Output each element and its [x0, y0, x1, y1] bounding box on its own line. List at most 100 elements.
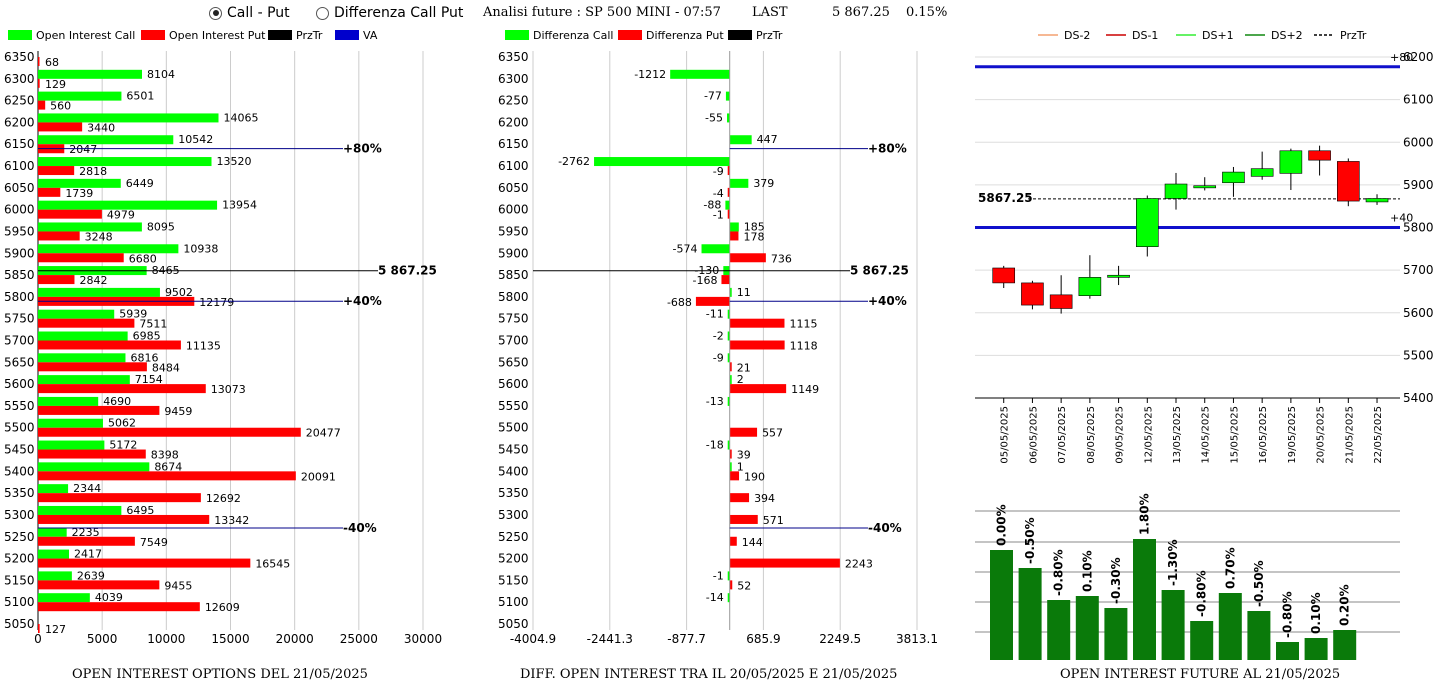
call-bar [38, 484, 69, 494]
diff-put-bar [729, 493, 750, 503]
legend-swatch [268, 30, 292, 40]
call-value-label: 8674 [154, 460, 182, 473]
call-value-label: 7154 [135, 373, 163, 386]
y-tick-label: 5500 [4, 421, 35, 435]
y-tick-label: 5550 [4, 399, 35, 413]
y-tick-label: 6150 [4, 137, 35, 151]
legend-swatch [505, 30, 529, 40]
y-tick-label: 5600 [498, 377, 529, 391]
level-label: -40% [868, 521, 902, 535]
diff-call-label: -2 [713, 330, 724, 343]
put-value-label: 13073 [211, 383, 246, 396]
diff-put-bar [729, 318, 785, 328]
future-bar [1018, 568, 1042, 660]
diff-put-bar [727, 187, 730, 197]
x-tick-label: -4004.9 [510, 632, 556, 646]
call-bar [38, 331, 128, 341]
diff-put-bar [729, 536, 737, 546]
legend-swatch [618, 30, 642, 40]
diff-put-bar [721, 275, 730, 285]
put-bar [38, 166, 75, 176]
legend-label: PrzTr [756, 29, 783, 42]
level-label: 5 867.25 [378, 264, 437, 278]
diff-put-label: 2243 [845, 558, 873, 571]
radio-differenza[interactable]: Differenza Call Put [316, 5, 463, 21]
call-bar [38, 157, 212, 167]
put-bar [38, 253, 124, 263]
y-tick-label: 5900 [1403, 178, 1434, 192]
put-bar [38, 558, 251, 568]
diff-put-label: -168 [692, 274, 717, 287]
diff-call-bar [727, 113, 730, 123]
call-bar [38, 418, 103, 428]
put-bar [38, 187, 61, 197]
last-label: LAST [752, 5, 788, 20]
y-tick-label: 6050 [4, 181, 35, 195]
y-tick-label: 5750 [4, 312, 35, 326]
diff-put-label: 21 [737, 361, 751, 374]
x-tick-label: 30000 [404, 632, 442, 646]
diff-call-bar [725, 200, 730, 210]
future-bar [1304, 638, 1328, 660]
diff-call-bar [594, 157, 730, 167]
future-bar-label: 0.10% [1080, 550, 1094, 592]
diff-open-interest-chart: Differenza Call Differenza Put PrzTr -4004.… [498, 29, 938, 646]
put-value-label: 68 [45, 56, 59, 69]
put-bar [38, 275, 75, 285]
diff-put-bar [729, 580, 733, 590]
level-label: +40% [343, 294, 382, 308]
radio-call-put[interactable]: Call - Put [209, 5, 290, 21]
y-tick-label: 6300 [498, 72, 529, 86]
put-value-label: 129 [45, 78, 66, 91]
y-tick-label: 5050 [498, 617, 529, 631]
call-value-label: 2344 [73, 482, 101, 495]
put-bar [38, 449, 146, 459]
y-tick-label: 5800 [498, 290, 529, 304]
diff-put-bar [729, 384, 787, 394]
x-tick-label: 2249.5 [819, 632, 861, 646]
y-tick-label: 5050 [4, 617, 35, 631]
diff-put-label: 178 [743, 230, 764, 243]
x-tick-label: 5000 [87, 632, 118, 646]
diff-call-bar [729, 178, 749, 188]
x-tick-label: 12/05/2025 [1143, 406, 1154, 464]
y-tick-label: 5800 [1403, 221, 1434, 235]
put-bar [38, 362, 147, 372]
call-bar [38, 113, 219, 123]
put-value-label: 11135 [186, 340, 221, 353]
put-value-label: 560 [50, 100, 71, 113]
y-tick-label: 5150 [498, 573, 529, 587]
put-value-label: 7549 [140, 536, 168, 549]
call-value-label: 2639 [77, 569, 105, 582]
radio-unselected-icon [316, 6, 329, 20]
diff-put-label: 144 [742, 536, 763, 549]
call-value-label: 5172 [109, 439, 137, 452]
diff-put-label: 1118 [790, 340, 818, 353]
diff-put-label: 1149 [791, 383, 819, 396]
diff-call-label: -77 [704, 90, 722, 103]
call-bar [38, 375, 130, 385]
future-bar-label: 1.80% [1138, 493, 1152, 535]
call-bar [38, 440, 105, 450]
y-tick-label: 5250 [498, 530, 529, 544]
diff-put-bar [729, 514, 758, 524]
put-bar [38, 427, 301, 437]
diff-call-label: -2762 [558, 155, 590, 168]
diff-put-label: 394 [754, 492, 775, 505]
put-bar [38, 340, 181, 350]
diff-call-bar [729, 287, 732, 297]
call-value-label: 8095 [147, 220, 175, 233]
y-tick-label: 5600 [4, 377, 35, 391]
call-bar [38, 287, 160, 297]
diff-put-label: 52 [737, 579, 751, 592]
footer-middle: DIFF. OPEN INTEREST TRA IL 20/05/2025 E … [520, 667, 898, 682]
put-value-label: 12692 [206, 492, 241, 505]
put-bar [38, 318, 135, 328]
y-tick-label: 5700 [1403, 263, 1434, 277]
y-tick-label: 6000 [4, 203, 35, 217]
put-value-label: 2842 [79, 274, 107, 287]
diff-put-bar [727, 166, 730, 176]
candle-body [1365, 198, 1389, 203]
y-tick-label: 5700 [4, 334, 35, 348]
put-bar [38, 384, 206, 394]
